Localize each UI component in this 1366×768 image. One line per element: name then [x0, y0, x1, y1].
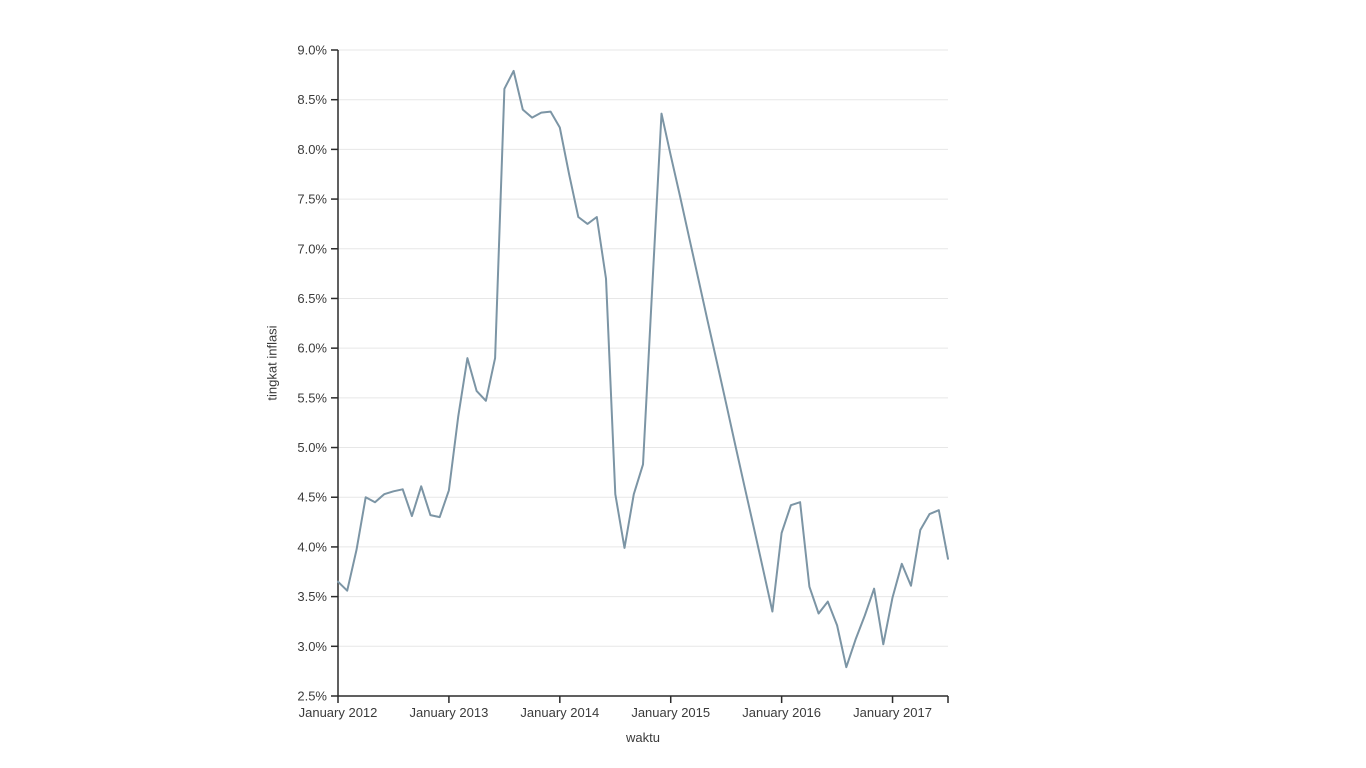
- x-tick-label: January 2012: [299, 705, 378, 720]
- y-tick-label: 4.0%: [297, 539, 327, 554]
- y-tick-label: 3.0%: [297, 639, 327, 654]
- gridlines: [338, 49, 948, 647]
- x-tick-label: January 2016: [742, 705, 821, 720]
- y-tick-label: 3.5%: [297, 589, 327, 604]
- y-axis-title: tingkat inflasi: [264, 325, 280, 401]
- inflation-series-line: [337, 69, 949, 669]
- x-tick-label: January 2014: [520, 705, 599, 720]
- y-tick-label: 9.0%: [297, 43, 327, 58]
- y-tick-label: 2.5%: [297, 689, 327, 704]
- y-tick-label: 8.5%: [297, 92, 327, 107]
- y-tick-label: 6.5%: [297, 291, 327, 306]
- y-tick-label: 7.5%: [297, 192, 327, 207]
- x-tick-label: January 2015: [631, 705, 710, 720]
- y-tick-label: 5.5%: [297, 390, 327, 405]
- y-tick-label: 7.0%: [297, 241, 327, 256]
- x-tick-label: January 2017: [853, 705, 932, 720]
- y-tick-label: 4.5%: [297, 490, 327, 505]
- x-axis-ticks: January 2012 January 2013 January 2014 Janu…: [299, 696, 949, 720]
- y-axis-ticks: 2.5% 3.0% 3.5% 4.0% 4.5% 5.0% 5.5% 6.0% 6.5% 7.0%…: [297, 43, 338, 704]
- y-tick-label: 8.0%: [297, 142, 327, 157]
- x-tick-label: January 2013: [410, 705, 489, 720]
- y-tick-label: 6.0%: [297, 341, 327, 356]
- x-axis-title: waktu: [626, 730, 660, 745]
- axes: [337, 50, 948, 697]
- y-tick-label: 5.0%: [297, 440, 327, 455]
